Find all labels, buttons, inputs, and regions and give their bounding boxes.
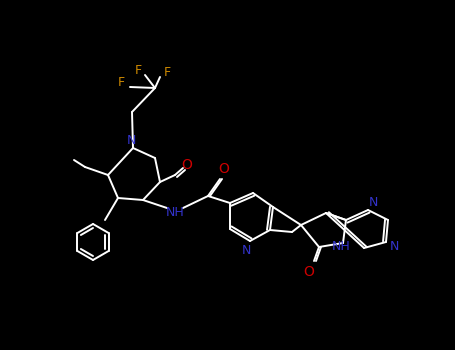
- Text: N: N: [126, 133, 136, 147]
- Text: NH: NH: [166, 206, 184, 219]
- Text: NH: NH: [332, 240, 350, 253]
- Text: N: N: [368, 196, 378, 209]
- Text: O: O: [218, 162, 229, 176]
- Text: N: N: [241, 244, 251, 257]
- Text: F: F: [134, 63, 142, 77]
- Text: O: O: [303, 265, 314, 279]
- Text: N: N: [389, 240, 399, 253]
- Text: F: F: [163, 65, 171, 78]
- Text: F: F: [117, 77, 125, 90]
- Text: O: O: [182, 158, 192, 172]
